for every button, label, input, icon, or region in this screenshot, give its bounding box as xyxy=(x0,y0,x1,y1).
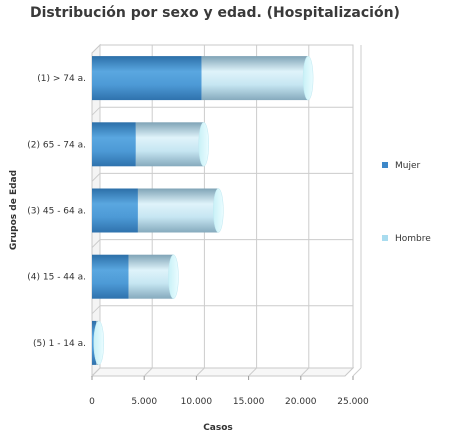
gridline-floor xyxy=(300,367,310,377)
gridline-wall xyxy=(91,239,101,248)
bar-hombre xyxy=(137,188,219,233)
bar-hombre xyxy=(135,122,204,167)
legend-swatch-hombre xyxy=(382,235,388,241)
legend-label-mujer: Mujer xyxy=(395,161,421,171)
bar-cap xyxy=(93,320,105,366)
y-axis-title: Grupos de Edad xyxy=(9,170,19,250)
category-label: (4) 15 - 44 a. xyxy=(27,273,86,283)
bar-mujer xyxy=(92,56,202,101)
bar-cap xyxy=(302,55,314,101)
gridline-wall xyxy=(91,305,101,315)
gridline-floor xyxy=(143,367,153,377)
legend: Mujer Hombre xyxy=(382,161,431,244)
bar-mujer xyxy=(92,122,136,167)
bar-cap xyxy=(198,122,209,167)
bar-hombre xyxy=(201,56,309,101)
bar-mujer xyxy=(92,188,138,233)
x-tick-label: 10.000 xyxy=(181,397,213,407)
gridline-floor xyxy=(352,367,362,377)
bar-hombre xyxy=(128,254,174,299)
x-tick-label: 15.000 xyxy=(233,397,265,407)
x-tick-labels: 0 5.000 10.000 15.000 20.000 25.000 xyxy=(89,397,369,407)
gridline-floor xyxy=(196,367,205,377)
legend-swatch-mujer xyxy=(382,162,388,168)
gridline-wall xyxy=(91,173,101,182)
category-label: (1) > 74 a. xyxy=(37,74,86,84)
bars xyxy=(92,55,314,366)
x-tick-label: 0 xyxy=(89,397,95,407)
category-label: (2) 65 - 74 a. xyxy=(27,140,86,150)
category-labels: (1) > 74 a. (2) 65 - 74 a. (3) 45 - 64 a. (… xyxy=(27,74,86,349)
gridline-floor xyxy=(248,367,257,377)
gridline-wall xyxy=(91,106,101,116)
gridline-floor xyxy=(91,367,101,377)
category-label: (5) 1 - 14 a. xyxy=(33,339,86,349)
chart-title: Distribución por sexo y edad. (Hospitali… xyxy=(30,5,400,21)
floor xyxy=(90,367,355,377)
x-axis-title: Casos xyxy=(203,423,233,433)
category-label: (3) 45 - 64 a. xyxy=(27,207,86,217)
bar-mujer xyxy=(92,254,129,299)
x-tick-label: 5.000 xyxy=(131,397,157,407)
bar-cap xyxy=(168,254,179,299)
bar-cap xyxy=(213,188,224,233)
x-tick-label: 20.000 xyxy=(285,397,317,407)
x-tick-label: 25.000 xyxy=(337,397,369,407)
legend-label-hombre: Hombre xyxy=(395,234,431,244)
